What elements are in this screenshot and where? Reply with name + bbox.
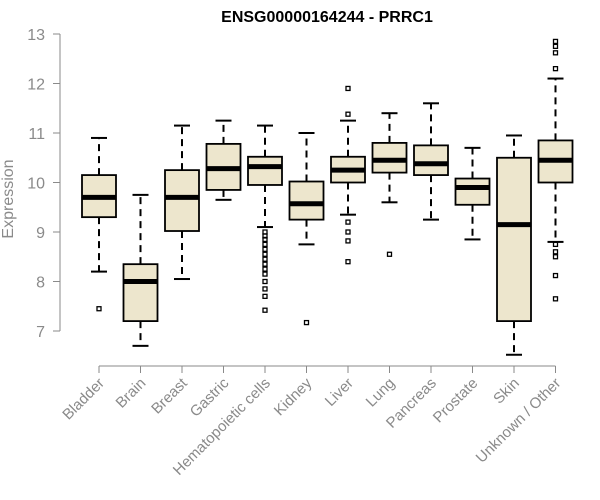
y-axis-label: Expression bbox=[0, 159, 17, 238]
x-tick-label: Kidney bbox=[271, 374, 316, 419]
outlier-point bbox=[345, 259, 351, 265]
box-liver bbox=[330, 85, 366, 265]
outlier-point bbox=[262, 236, 268, 243]
outlier-point bbox=[345, 111, 351, 117]
outlier-point bbox=[262, 271, 268, 277]
x-tick-label: Breast bbox=[148, 374, 191, 417]
x-tick-label: Lung bbox=[363, 375, 399, 411]
outlier-point bbox=[386, 251, 393, 257]
x-tick-label: Prostate bbox=[430, 375, 482, 427]
outlier-point bbox=[345, 219, 351, 225]
outlier-point bbox=[552, 296, 559, 302]
outlier-point bbox=[262, 246, 268, 252]
y-tick-label: 9 bbox=[36, 225, 45, 242]
box-body bbox=[413, 144, 449, 176]
box-bladder bbox=[81, 136, 117, 312]
outlier-point bbox=[345, 229, 351, 235]
outlier-point bbox=[303, 319, 310, 326]
outlier-point bbox=[262, 286, 268, 292]
box-body bbox=[164, 169, 200, 232]
outlier-point bbox=[552, 38, 559, 45]
outlier-point bbox=[96, 306, 102, 312]
outlier-point bbox=[262, 278, 268, 285]
box-breast bbox=[164, 124, 200, 281]
y-tick-label: 7 bbox=[36, 324, 45, 341]
box-body bbox=[247, 155, 283, 186]
y-tick-label: 12 bbox=[27, 77, 45, 94]
box-hematopoietic-cells bbox=[247, 124, 283, 313]
x-tick-label: Skin bbox=[490, 375, 523, 408]
box-body bbox=[454, 177, 491, 206]
box-series bbox=[81, 38, 574, 356]
y-axis: 7 8 9 10 11 12 13 bbox=[27, 27, 61, 341]
outlier-point bbox=[552, 66, 559, 72]
outlier-point bbox=[262, 261, 268, 267]
y-tick-label: 13 bbox=[27, 27, 45, 44]
outlier-point bbox=[262, 307, 268, 313]
outlier-point bbox=[345, 85, 351, 92]
y-tick-label: 10 bbox=[27, 176, 45, 193]
box-brain bbox=[122, 193, 159, 347]
box-pancreas bbox=[413, 102, 449, 221]
box-prostate bbox=[454, 146, 491, 241]
outlier-point bbox=[552, 254, 559, 260]
outlier-point bbox=[552, 43, 559, 50]
chart-title: ENSG00000164244 - PRRC1 bbox=[221, 9, 433, 26]
outlier-point bbox=[552, 272, 559, 279]
box-body bbox=[122, 263, 159, 322]
outlier-point bbox=[262, 293, 268, 300]
box-kidney bbox=[288, 132, 325, 326]
y-tick-label: 11 bbox=[28, 126, 45, 143]
box-unknown-other bbox=[537, 38, 574, 302]
outlier-point bbox=[552, 241, 559, 248]
box-body bbox=[288, 180, 325, 221]
x-tick-label: Bladder bbox=[59, 375, 108, 424]
x-tick-label: Liver bbox=[322, 375, 357, 410]
outlier-point bbox=[262, 251, 268, 257]
outlier-point bbox=[262, 256, 268, 262]
outlier-point bbox=[262, 241, 268, 248]
y-tick-label: 8 bbox=[36, 275, 45, 292]
box-lung bbox=[371, 112, 408, 257]
box-skin bbox=[496, 134, 532, 356]
outlier-point bbox=[552, 50, 559, 56]
outlier-point bbox=[552, 249, 559, 255]
outlier-point bbox=[262, 266, 268, 272]
x-tick-label: Brain bbox=[113, 375, 150, 412]
box-body bbox=[496, 156, 532, 323]
outlier-point bbox=[345, 238, 351, 244]
box-gastric bbox=[205, 119, 242, 201]
